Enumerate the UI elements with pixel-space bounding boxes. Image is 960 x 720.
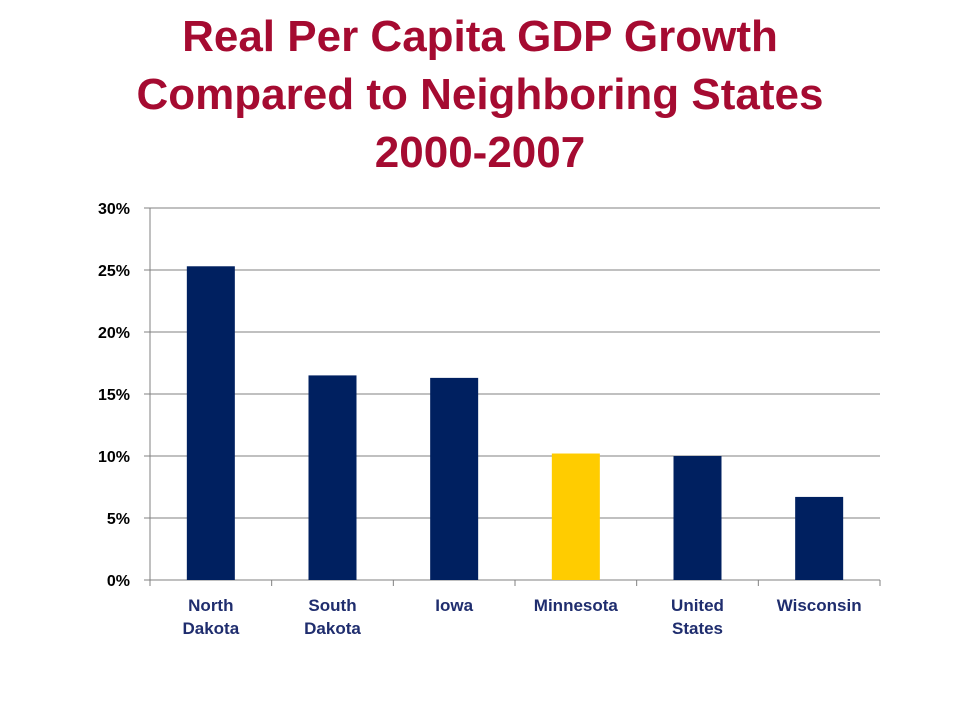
- bar-united-states: [673, 456, 722, 580]
- x-category-label: States: [672, 619, 723, 638]
- y-tick-label: 25%: [98, 263, 130, 280]
- x-category-label: Dakota: [182, 619, 239, 638]
- x-category-label: Dakota: [304, 619, 361, 638]
- y-tick-label: 5%: [107, 511, 130, 528]
- y-tick-label: 20%: [98, 325, 130, 342]
- bar-wisconsin: [795, 496, 844, 580]
- x-category-label: Minnesota: [534, 596, 619, 615]
- x-category-label: Wisconsin: [777, 596, 862, 615]
- x-category-label: South: [308, 596, 356, 615]
- bar-south-dakota: [308, 375, 357, 580]
- title-line-3: 2000-2007: [374, 128, 586, 177]
- x-category-label: Iowa: [435, 596, 473, 615]
- y-tick-label: 30%: [98, 201, 130, 218]
- title-line-2: Compared to Neighboring States: [136, 70, 824, 119]
- x-category-label: United: [671, 596, 724, 615]
- chart-title: Real Per Capita GDP Growth Compared to N…: [0, 8, 960, 182]
- bar-iowa: [430, 377, 479, 580]
- y-tick-label: 15%: [98, 387, 130, 404]
- y-tick-label: 10%: [98, 449, 130, 466]
- bar-minnesota: [551, 453, 600, 580]
- y-tick-label: 0%: [107, 573, 130, 590]
- bar-north-dakota: [186, 266, 235, 580]
- title-line-1: Real Per Capita GDP Growth: [182, 12, 778, 61]
- x-category-label: North: [188, 596, 233, 615]
